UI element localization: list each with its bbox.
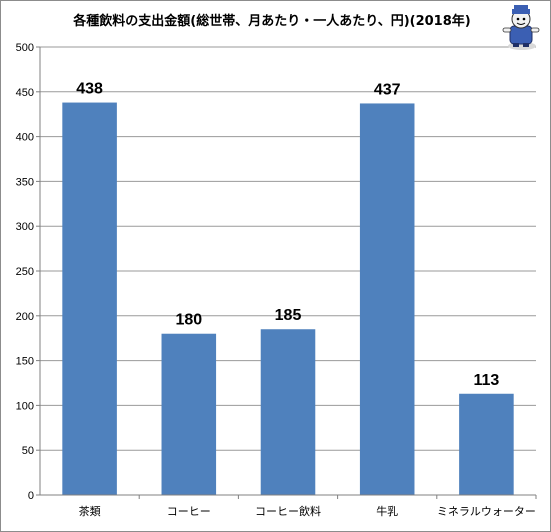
bar-4	[359, 103, 415, 495]
y-tick-label: 50	[22, 445, 34, 457]
gridlines	[40, 46, 536, 451]
data-label: 437	[374, 81, 401, 98]
mascot-character-icon	[502, 5, 540, 50]
x-tick-label: ミネラルウォーター	[437, 505, 536, 518]
category-labels: 茶類 コーヒー コーヒー飲料 牛乳 ミネラルウォーター	[79, 495, 537, 518]
x-tick-label: コーヒー	[167, 505, 211, 518]
data-label: 185	[275, 307, 302, 324]
y-tick-label: 100	[16, 400, 34, 412]
data-label: 438	[76, 81, 103, 98]
y-tick-label: 350	[16, 176, 34, 188]
x-tick-label: 茶類	[79, 505, 101, 518]
bar-2	[161, 333, 217, 495]
y-axis-ticks: 0 50 100 150 200 250 300 350 400 450 500	[16, 42, 40, 502]
data-label: 113	[473, 372, 499, 389]
y-tick-label: 450	[16, 87, 34, 99]
data-label: 180	[175, 312, 202, 329]
bar-5	[459, 393, 514, 495]
x-tick-label: 牛乳	[376, 504, 398, 518]
bar-3	[260, 329, 316, 495]
bar-1	[62, 102, 117, 495]
x-tick-label: コーヒー飲料	[255, 504, 321, 518]
bars	[62, 102, 514, 495]
y-tick-label: 300	[16, 221, 34, 233]
y-tick-label: 150	[16, 356, 34, 368]
y-tick-label: 500	[16, 42, 34, 54]
y-tick-label: 250	[16, 266, 34, 278]
y-tick-label: 0	[28, 490, 34, 502]
y-tick-label: 400	[16, 132, 34, 144]
chart-title: 各種飲料の支出金額(総世帯、月あたり・一人あたり、円)(2018年)	[72, 13, 470, 29]
y-tick-label: 200	[16, 311, 34, 323]
data-labels: 438 180 185 437 113	[76, 81, 499, 389]
